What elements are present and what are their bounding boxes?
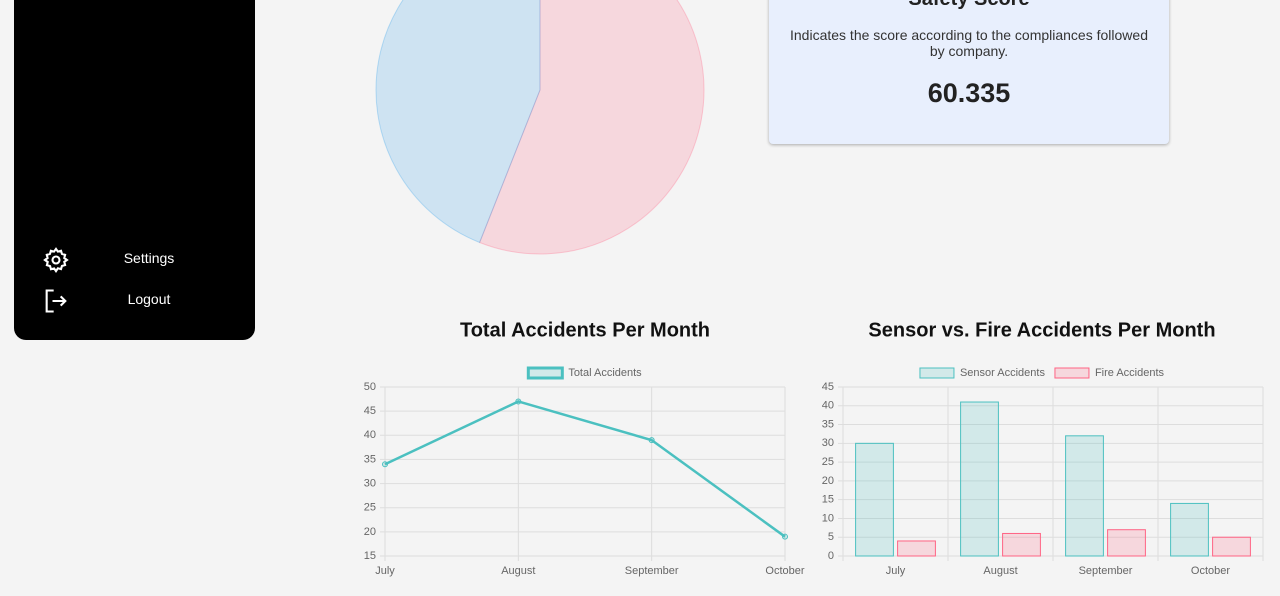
y-tick-label: 35 (364, 453, 376, 465)
x-tick-label: July (886, 565, 906, 577)
y-tick-label: 40 (364, 429, 376, 441)
bar (1170, 502, 1209, 557)
card-description: Indicates the score according to the com… (790, 27, 1148, 59)
y-tick-label: 30 (822, 437, 834, 449)
y-tick-label: 20 (822, 475, 834, 487)
legend-label: Total Accidents (568, 367, 642, 379)
chart-title: Sensor vs. Fire Accidents Per Month (868, 319, 1215, 341)
bar (897, 540, 936, 557)
line-point (782, 533, 788, 540)
settings-label: Settings (123, 250, 175, 266)
card-score: 60.335 (927, 78, 1011, 108)
y-tick-label: 20 (364, 526, 376, 538)
y-tick-label: 15 (822, 494, 834, 506)
y-tick-label: 5 (828, 531, 834, 543)
logout-icon (45, 289, 67, 313)
y-tick-label: 25 (822, 456, 834, 468)
safety-card: Safety Score Indicates the score accordi… (769, 0, 1169, 144)
bar (1212, 536, 1251, 557)
logout-item[interactable]: Logout (14, 285, 255, 315)
y-tick-label: 30 (364, 477, 376, 489)
y-tick-label: 0 (828, 550, 834, 562)
pie-slice (478, 0, 705, 255)
y-tick-label: 45 (822, 381, 834, 393)
pie-slice (375, 0, 541, 244)
x-tick-label: October (765, 565, 804, 577)
line-point (382, 461, 388, 468)
bar (1107, 529, 1146, 557)
bar (1002, 532, 1041, 557)
legend-label: Sensor Accidents (960, 367, 1045, 379)
y-tick-label: 15 (364, 550, 376, 562)
settings-icon (43, 247, 69, 273)
card-title: Safety Score (769, 0, 1169, 11)
x-tick-label: October (1191, 565, 1230, 577)
x-tick-label: September (625, 565, 679, 577)
y-tick-label: 45 (364, 405, 376, 417)
y-tick-label: 40 (822, 400, 834, 412)
y-tick-label: 35 (822, 418, 834, 430)
line-point (648, 437, 655, 444)
x-tick-label: September (1079, 565, 1133, 577)
logout-label: Logout (127, 291, 171, 307)
sidebar: Settings Logout (14, 0, 255, 340)
line-point (515, 398, 522, 405)
x-tick-label: August (983, 565, 1017, 577)
bar (1065, 435, 1104, 557)
legend-swatch (1054, 367, 1090, 379)
y-tick-label: 25 (364, 502, 376, 514)
bar (960, 401, 999, 557)
chart-title: Total Accidents Per Month (460, 319, 710, 341)
line-series (384, 400, 786, 538)
legend-swatch (526, 366, 564, 380)
settings-item[interactable]: Settings (14, 244, 255, 274)
legend-label: Fire Accidents (1095, 367, 1165, 379)
legend-swatch (919, 367, 955, 379)
bar (855, 442, 894, 557)
y-tick-label: 10 (822, 512, 834, 524)
x-tick-label: August (501, 565, 535, 577)
x-tick-label: July (375, 565, 395, 577)
y-tick-label: 50 (364, 381, 376, 393)
